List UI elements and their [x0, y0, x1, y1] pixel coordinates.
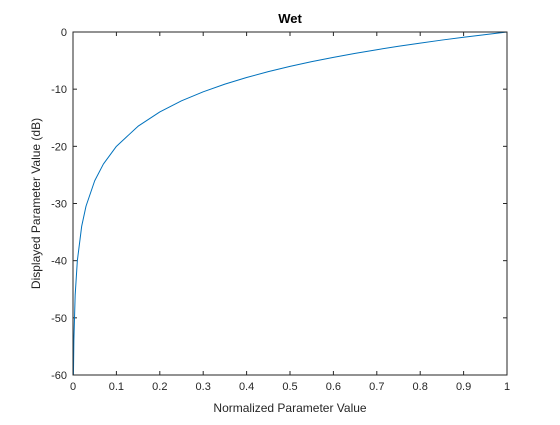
x-tick-label: 0.3: [196, 381, 211, 393]
x-tick-label: 0.5: [282, 381, 297, 393]
y-tick-label: -40: [51, 256, 67, 268]
x-tick-label: 0.9: [456, 381, 471, 393]
series-line: [72, 31, 508, 376]
x-tick-label: 0.8: [413, 381, 428, 393]
series-layer: [72, 31, 508, 376]
y-tick-label: -10: [51, 84, 67, 96]
y-tick-label: 0: [61, 27, 67, 39]
chart-title: Wet: [278, 11, 302, 26]
x-tick-label: 1: [504, 381, 510, 393]
y-tick-label: -20: [51, 141, 67, 153]
y-tick-label: -60: [51, 370, 67, 382]
x-tick-label: 0: [70, 381, 76, 393]
x-tick-label: 0.4: [239, 381, 254, 393]
y-axis-label: Displayed Parameter Value (dB): [29, 118, 43, 289]
x-axis-label: Normalized Parameter Value: [213, 401, 367, 415]
y-tick-label: -50: [51, 313, 67, 325]
x-tick-label: 0.1: [109, 381, 124, 393]
x-tick-label: 0.7: [369, 381, 384, 393]
y-tick-label: -30: [51, 199, 67, 211]
plot-area: [73, 32, 507, 375]
plot-box: [72, 31, 508, 376]
x-tick-label: 0.6: [326, 381, 341, 393]
x-tick-label: 0.2: [152, 381, 167, 393]
x-axis-ticks: 0 0.1 0.2 0.3 0.4 0.5 0.6 0.7 0.8 0.9 1: [70, 32, 510, 393]
